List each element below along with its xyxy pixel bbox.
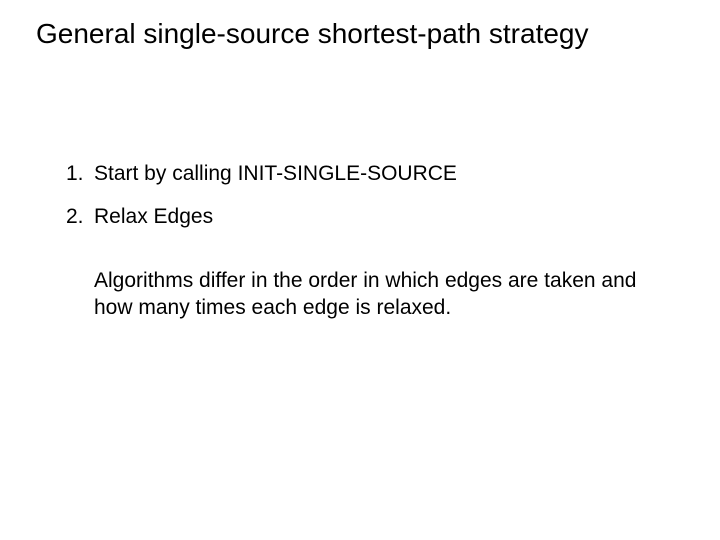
slide-paragraph: Algorithms differ in the order in which … — [94, 267, 660, 322]
slide-body: 1. Start by calling INIT-SINGLE-SOURCE 2… — [66, 160, 660, 321]
slide: General single-source shortest-path stra… — [0, 0, 720, 540]
list-item: 2. Relax Edges — [66, 203, 660, 230]
list-item-text: Start by calling INIT-SINGLE-SOURCE — [94, 160, 457, 187]
list-item-number: 1. — [66, 160, 94, 187]
slide-title: General single-source shortest-path stra… — [36, 18, 700, 50]
list-item-text: Relax Edges — [94, 203, 213, 230]
numbered-list: 1. Start by calling INIT-SINGLE-SOURCE 2… — [66, 160, 660, 231]
list-item-number: 2. — [66, 203, 94, 230]
list-item: 1. Start by calling INIT-SINGLE-SOURCE — [66, 160, 660, 187]
